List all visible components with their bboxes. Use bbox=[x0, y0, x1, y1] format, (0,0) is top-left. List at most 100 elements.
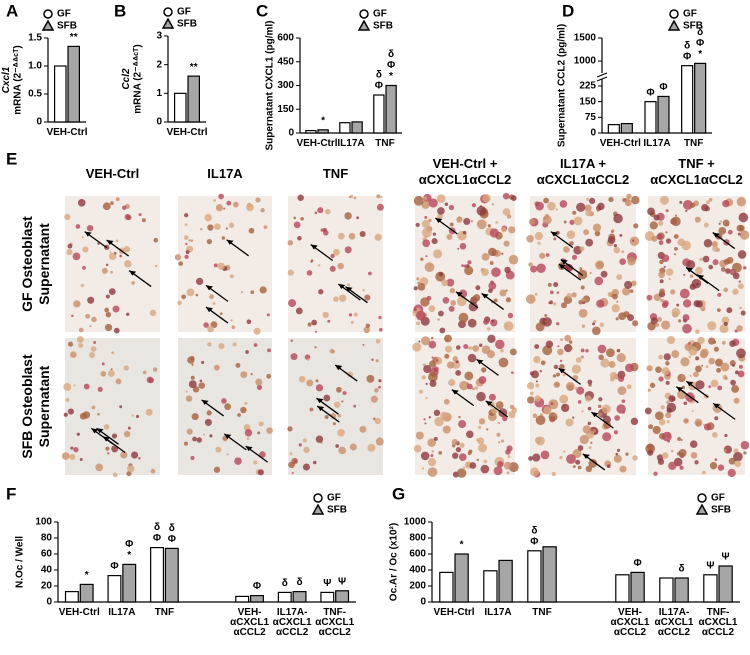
cell bbox=[587, 406, 592, 411]
cell bbox=[483, 459, 488, 464]
significance-mark: δ bbox=[296, 577, 302, 588]
significance-mark: * bbox=[85, 570, 89, 581]
cell bbox=[291, 471, 294, 475]
cell bbox=[718, 222, 721, 225]
x-tick-label: VEH-Ctrl bbox=[166, 127, 207, 138]
significance-mark: Ψ bbox=[706, 560, 714, 571]
bar bbox=[174, 92, 187, 123]
y-tick-label: 225 bbox=[579, 81, 596, 92]
cell bbox=[738, 364, 743, 369]
cell bbox=[104, 307, 110, 313]
cell bbox=[434, 357, 443, 365]
cell bbox=[703, 239, 713, 248]
cell bbox=[695, 365, 702, 373]
cell bbox=[421, 336, 431, 346]
cell bbox=[487, 224, 491, 228]
cell bbox=[697, 336, 705, 345]
cell bbox=[499, 289, 507, 297]
cell bbox=[218, 193, 224, 200]
cell bbox=[327, 319, 331, 323]
cell bbox=[577, 465, 582, 470]
cell bbox=[177, 300, 182, 306]
cell bbox=[467, 451, 472, 456]
cell bbox=[246, 319, 252, 325]
cell bbox=[508, 254, 519, 265]
cell bbox=[418, 340, 421, 343]
y-axis-label: Cxcl1 bbox=[1, 66, 12, 93]
micrograph bbox=[644, 195, 750, 334]
cell bbox=[493, 466, 503, 476]
cell bbox=[730, 379, 736, 386]
arrow-head bbox=[224, 433, 232, 439]
cell bbox=[368, 271, 372, 276]
panel-letter: D bbox=[562, 1, 574, 20]
legend-label: GF bbox=[327, 493, 341, 504]
axis-break bbox=[597, 73, 607, 79]
cell bbox=[738, 212, 749, 223]
cell bbox=[287, 240, 294, 246]
cell bbox=[526, 234, 534, 243]
cell bbox=[585, 349, 589, 353]
cell bbox=[503, 240, 510, 247]
micrograph bbox=[174, 193, 272, 335]
cell bbox=[653, 471, 658, 476]
cell bbox=[497, 441, 501, 444]
cell bbox=[511, 371, 514, 375]
cell bbox=[204, 213, 212, 222]
cell bbox=[302, 463, 311, 471]
cell bbox=[476, 458, 479, 462]
cell bbox=[431, 238, 438, 245]
cell bbox=[370, 395, 378, 403]
cell bbox=[534, 344, 540, 350]
cell bbox=[597, 412, 602, 417]
cell bbox=[629, 236, 640, 246]
x-tick-label: VEH-Ctrl bbox=[600, 138, 641, 149]
cell bbox=[658, 376, 664, 382]
cell bbox=[378, 379, 382, 383]
y-axis-label: Supernatant CXCL1 (pg/ml) bbox=[265, 20, 276, 150]
legend-marker bbox=[313, 493, 323, 503]
cell bbox=[312, 460, 317, 465]
cell bbox=[374, 233, 382, 241]
cell bbox=[720, 267, 726, 272]
cell bbox=[72, 252, 81, 261]
bar bbox=[67, 45, 80, 123]
cell bbox=[325, 208, 331, 215]
significance-mark: Φ bbox=[530, 536, 538, 547]
cell bbox=[571, 292, 577, 298]
legend-label: SFB bbox=[711, 505, 731, 516]
cell bbox=[195, 293, 199, 297]
cell bbox=[153, 237, 159, 243]
cell bbox=[615, 317, 619, 321]
arrow-head bbox=[205, 285, 213, 291]
significance-mark: * bbox=[389, 71, 393, 82]
cell bbox=[606, 348, 615, 358]
cell bbox=[425, 382, 428, 385]
cell bbox=[571, 254, 578, 260]
cell bbox=[181, 294, 187, 300]
cell bbox=[728, 449, 732, 453]
cell bbox=[663, 265, 666, 269]
cell bbox=[348, 313, 353, 317]
x-tick-label: IL17A-αCXCL1 αCCL2 bbox=[273, 607, 312, 638]
cell bbox=[437, 213, 443, 220]
cell bbox=[500, 226, 507, 233]
significance-mark: Φ bbox=[646, 87, 654, 98]
cell bbox=[444, 345, 453, 353]
legend-marker bbox=[669, 9, 679, 19]
cell bbox=[702, 423, 705, 426]
cell bbox=[441, 279, 449, 287]
cell bbox=[528, 262, 533, 267]
cell bbox=[671, 216, 681, 227]
cell bbox=[452, 452, 459, 459]
cell bbox=[488, 247, 497, 257]
y-tick-label: 0.5 bbox=[28, 89, 42, 100]
cell bbox=[625, 363, 634, 373]
cell bbox=[367, 443, 376, 452]
cell bbox=[298, 375, 306, 383]
cell bbox=[647, 388, 651, 392]
cell bbox=[737, 250, 747, 259]
cell bbox=[530, 391, 534, 396]
cell bbox=[666, 400, 670, 405]
arrow-head bbox=[591, 412, 599, 418]
